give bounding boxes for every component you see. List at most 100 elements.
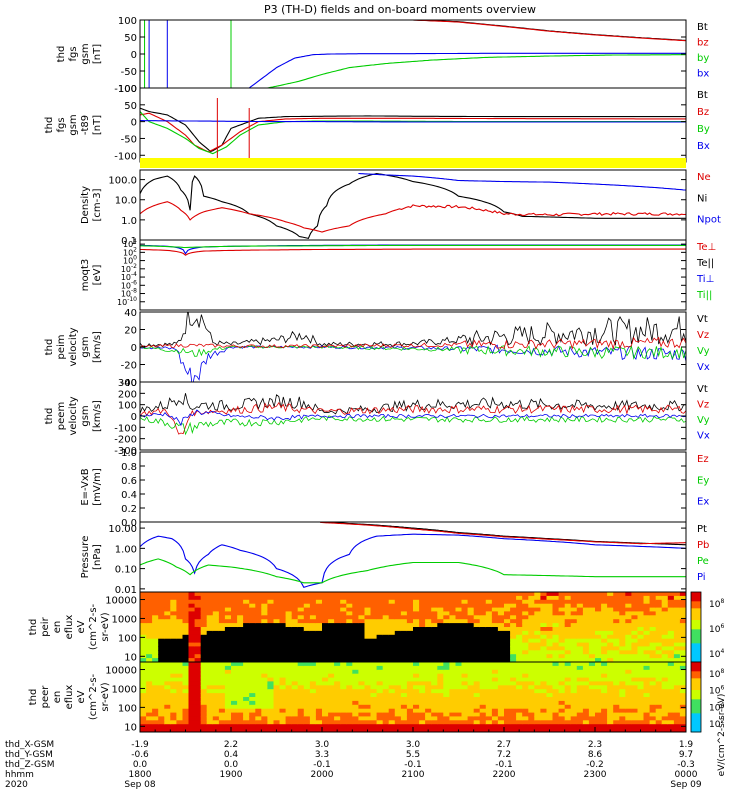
heatmap-cell — [346, 595, 353, 601]
heatmap-cell — [425, 599, 432, 605]
heatmap-cell — [224, 650, 232, 655]
heatmap-cell — [552, 634, 560, 640]
heatmap-cell — [346, 630, 353, 636]
heatmap-cell — [455, 716, 463, 721]
series-Vt — [140, 312, 686, 348]
heatmap-cell — [491, 592, 499, 597]
heatmap-cell — [540, 599, 548, 605]
heatmap-cell — [188, 599, 196, 605]
heatmap-cell — [619, 638, 626, 644]
heatmap-cell — [540, 700, 548, 706]
legend-entry: Ey — [697, 475, 709, 486]
heatmap-cell — [382, 712, 390, 718]
y-axis-label-line: thd — [56, 46, 67, 63]
colorbar-cell — [691, 620, 701, 623]
heatmap-cell — [467, 704, 475, 710]
heatmap-cell — [455, 662, 463, 667]
heatmap-cell — [443, 634, 450, 640]
heatmap-cell — [279, 697, 287, 702]
heatmap-cell — [595, 658, 602, 662]
heatmap-cell — [425, 704, 432, 710]
heatmap-cell — [516, 665, 523, 671]
heatmap-cell — [315, 708, 323, 714]
heatmap-cell — [510, 595, 517, 601]
heatmap-cell — [473, 654, 481, 659]
heatmap-cell — [631, 623, 639, 628]
heatmap-cell — [322, 611, 329, 616]
mode-bar — [140, 158, 686, 168]
heatmap-cell — [382, 681, 390, 686]
heatmap-cell — [667, 681, 675, 686]
heatmap-cell — [370, 615, 378, 620]
heatmap-cell — [140, 677, 147, 683]
heatmap-cell — [218, 634, 226, 640]
heatmap-cell — [467, 708, 475, 714]
heatmap-cell — [309, 634, 317, 640]
heatmap-cell — [461, 697, 469, 702]
heatmap-cell — [431, 650, 438, 655]
heatmap-cell — [297, 627, 305, 632]
heatmap-cell — [479, 693, 487, 698]
heatmap-cell — [479, 638, 487, 644]
heatmap-cell — [182, 712, 190, 718]
heatmap-cell — [546, 697, 554, 702]
heatmap-cell — [437, 728, 444, 732]
heatmap-cell — [400, 619, 408, 624]
heatmap-cell — [164, 642, 171, 648]
heatmap-cell — [510, 630, 517, 636]
heatmap-cell — [206, 708, 214, 714]
heatmap-cell — [419, 595, 426, 601]
heatmap-cell — [588, 650, 596, 655]
heatmap-cell — [613, 607, 620, 613]
heatmap-cell — [237, 685, 244, 690]
heatmap-cell — [388, 630, 396, 636]
heatmap-cell — [679, 712, 686, 718]
panel-plot-area — [140, 662, 686, 732]
heatmap-cell — [322, 704, 329, 710]
heatmap-cell — [315, 638, 323, 644]
heatmap-cell — [328, 592, 335, 597]
heatmap-cell — [352, 650, 359, 655]
heatmap-cell — [425, 611, 432, 616]
heatmap-cell — [522, 658, 529, 662]
heatmap-cell — [218, 673, 226, 679]
heatmap-cell — [309, 669, 317, 675]
heatmap-cell — [322, 607, 329, 613]
heatmap-cell — [394, 673, 402, 679]
heatmap-cell — [297, 607, 305, 613]
heatmap-cell — [570, 716, 578, 721]
heatmap-cell — [267, 716, 275, 721]
heatmap-cell — [582, 646, 590, 651]
heatmap-cell — [231, 634, 238, 640]
x-tick-label-xgsm: 2.7 — [497, 740, 511, 750]
heatmap-cell — [552, 665, 560, 671]
heatmap-cell — [249, 642, 256, 648]
heatmap-cell — [237, 724, 244, 729]
heatmap-cell — [158, 712, 165, 718]
heatmap-cell — [358, 689, 366, 694]
heatmap-cell — [309, 716, 317, 721]
heatmap-cell — [243, 681, 250, 686]
colorbar-cell — [691, 615, 701, 619]
legend-entry: bx — [697, 69, 709, 80]
heatmap-cell — [431, 677, 438, 683]
heatmap-cell — [485, 662, 493, 667]
heatmap-cell — [267, 673, 275, 679]
heatmap-cell — [346, 673, 353, 679]
heatmap-cell — [394, 665, 402, 671]
heatmap-cell — [437, 662, 444, 667]
heatmap-cell — [170, 650, 177, 655]
heatmap-cell — [552, 642, 560, 648]
heatmap-cell — [673, 615, 681, 620]
heatmap-cell — [431, 627, 438, 632]
heatmap-cell — [467, 595, 475, 601]
heatmap-cell — [176, 708, 184, 714]
heatmap-cell — [340, 650, 347, 655]
heatmap-cell — [370, 638, 378, 644]
colorbar-cell — [691, 634, 701, 637]
heatmap-cell — [576, 650, 584, 655]
heatmap-cell — [522, 646, 529, 651]
heatmap-cell — [510, 677, 517, 683]
heatmap-cell — [588, 599, 596, 605]
heatmap-cell — [455, 681, 463, 686]
